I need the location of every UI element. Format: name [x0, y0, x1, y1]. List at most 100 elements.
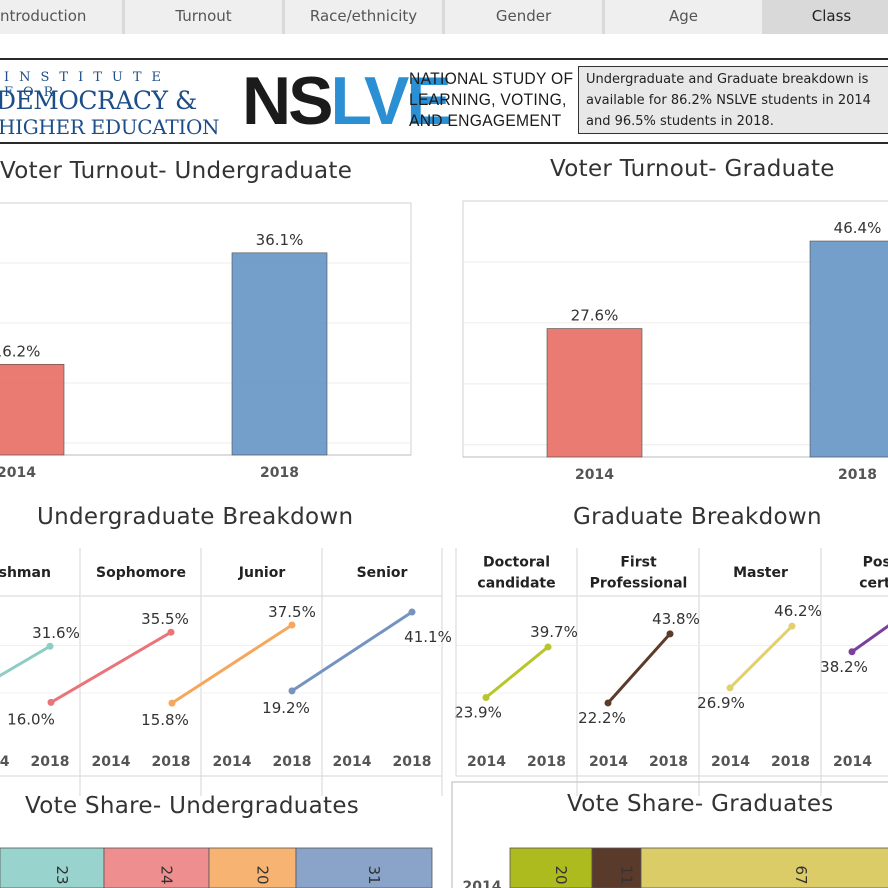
breakdown_grad-point-label: 26.9% [697, 694, 745, 712]
breakdown_grad-panel-header: Master [733, 565, 788, 581]
coverage-note-line: and 96.5% students in 2018. [586, 114, 774, 129]
turnout_grad-bar-value-label: 27.6% [571, 307, 619, 325]
breakdown_grad-x-tick-label: 2014 [711, 754, 750, 770]
share_ug-segment-label: 20 [254, 865, 272, 884]
breakdown_ug-point-label: 31.6% [32, 624, 80, 642]
turnout_grad-bar [809, 240, 888, 458]
idhe-logo-line3: HIGHER EDUCATION [0, 115, 220, 139]
breakdown_grad-series-line [606, 632, 672, 705]
breakdown_grad-point-label: 39.7% [530, 623, 578, 641]
tab-turnout[interactable]: Turnout [125, 0, 282, 34]
coverage-note-line: available for 86.2% NSLVE students in 20… [586, 93, 871, 108]
breakdown_grad-point [726, 684, 734, 692]
nslve-subtitle-line: AND ENGAGEMENT [409, 111, 562, 130]
breakdown_grad-panel-header: certifi [859, 576, 888, 592]
breakdown_ug-x-tick-label: 2018 [393, 754, 432, 770]
breakdown_ug-x-tick-label: 2018 [273, 754, 312, 770]
share_ug-segment-label: 23 [53, 865, 71, 884]
breakdown_ug-x-tick-label: 2014 [0, 754, 10, 770]
tab-gender[interactable]: Gender [445, 0, 602, 34]
breakdown_grad-x-tick-label: 2014 [467, 754, 506, 770]
breakdown_grad-panel-header: candidate [477, 576, 555, 592]
share-grad-frame [451, 781, 888, 888]
nslve-subtitle: NATIONAL STUDY OF LEARNING, VOTING, AND … [409, 68, 573, 131]
share_ug-segment [0, 847, 105, 888]
breakdown_ug-point [288, 621, 296, 629]
share_ug-segment [295, 847, 433, 888]
turnout_ug-bar-value-label: 16.2% [0, 342, 40, 360]
breakdown_grad-point-label: 46.2% [774, 602, 822, 620]
tab-class[interactable]: Class [765, 0, 888, 34]
tab-race-ethnicity[interactable]: Race/ethnicity [285, 0, 442, 34]
share_ug-segment [103, 847, 210, 888]
share_grad-segment [640, 847, 888, 888]
breakdown_ug-series-line [290, 610, 414, 693]
turnout_grad-bar [546, 328, 643, 458]
breakdown_grad-x-tick-label: 2014 [589, 754, 628, 770]
breakdown_grad-point [788, 622, 796, 630]
nslve-logo-ns: NS [242, 63, 333, 139]
breakdown_ug-x-tick-label: 2014 [92, 754, 131, 770]
turnout_ug-bar-value-label: 36.1% [256, 231, 304, 249]
breakdown_ug-point-label: 37.5% [268, 603, 316, 621]
tab-introduction[interactable]: Introduction [0, 0, 122, 34]
share_ug-segment-label: 24 [158, 865, 176, 884]
nslve-logo-lve: LVE [330, 63, 451, 139]
turnout_ug-x-tick-label: 2018 [260, 465, 299, 481]
breakdown_ug-series-line [0, 644, 52, 678]
breakdown_ug-point-label: 35.5% [141, 610, 189, 628]
breakdown_grad-panel-header: First [620, 555, 657, 571]
share_grad-segment-label: 20 [552, 865, 570, 884]
breakdown_ug-x-tick-label: 2014 [213, 754, 252, 770]
tab-age[interactable]: Age [605, 0, 762, 34]
turnout-undergraduate-title: Voter Turnout- Undergraduate [0, 158, 353, 184]
breakdown_ug-point-label: 41.1% [404, 628, 452, 646]
turnout-graduate-title: Voter Turnout- Graduate [550, 156, 835, 182]
dashboard-tabs: Introduction Turnout Race/ethnicity Gend… [0, 0, 888, 34]
share_grad-segment [591, 847, 642, 888]
breakdown_ug-point [47, 698, 55, 706]
breakdown_ug-point [167, 628, 175, 636]
breakdown_ug-point-label: 16.0% [7, 710, 55, 728]
breakdown_grad-point-label: 38.2% [820, 658, 868, 676]
share_grad-segment-label: 67 [792, 865, 810, 884]
breakdown_grad-series-line [728, 624, 794, 690]
breakdown_ug-x-tick-label: 2014 [333, 754, 372, 770]
breakdown_ug-point [288, 687, 296, 695]
breakdown_ug-panel-header: Sophomore [96, 565, 186, 581]
share_grad-segment [509, 847, 593, 888]
nslve-logo: NSLVE [242, 63, 452, 139]
turnout_ug-bar [0, 363, 65, 456]
breakdown_grad-x-tick-label: 2018 [527, 754, 566, 770]
breakdown_ug-point [168, 699, 176, 707]
breakdown_ug-x-tick-label: 2018 [152, 754, 191, 770]
graduate-breakdown-title: Graduate Breakdown [573, 504, 822, 530]
breakdown_grad-point-label: 43.8% [652, 610, 700, 628]
breakdown_ug-series-line [170, 623, 294, 705]
turnout_ug-x-tick-label: 2014 [0, 465, 36, 481]
nslve-subtitle-line: LEARNING, VOTING, [409, 90, 567, 109]
turnout_ug-bar [231, 252, 328, 456]
breakdown_grad-series-line [484, 645, 550, 700]
turnout_grad-bar-value-label: 46.4% [834, 219, 882, 237]
turnout_grad-x-tick-label: 2018 [838, 467, 877, 483]
share_ug-segment [208, 847, 297, 888]
breakdown_ug-point [408, 608, 416, 616]
breakdown_ug-point [46, 642, 54, 650]
coverage-note: Undergraduate and Graduate breakdown is … [578, 66, 888, 134]
idhe-logo-line2: DEMOCRACY & [0, 86, 197, 115]
idhe-logo: INSTITUTE FOR DEMOCRACY & HIGHER EDUCATI… [0, 67, 225, 139]
breakdown_grad-x-tick-label: 2018 [771, 754, 810, 770]
breakdown_ug-point-label: 19.2% [262, 699, 310, 717]
idhe-logo-line1: INSTITUTE FOR [4, 70, 172, 100]
breakdown_grad-panel-header: Professional [590, 576, 688, 592]
breakdown_ug-panel-header: Junior [238, 565, 286, 581]
breakdown_grad-point [544, 643, 552, 651]
breakdown_ug-panel-header: eshman [0, 565, 51, 581]
breakdown_grad-point-label: 22.2% [578, 709, 626, 727]
breakdown_ug-x-tick-label: 2018 [31, 754, 70, 770]
share_grad-segment-label: 11 [618, 865, 636, 884]
nslve-subtitle-line: NATIONAL STUDY OF [409, 69, 574, 88]
breakdown_grad-series-line [850, 624, 888, 654]
breakdown_grad-point [604, 699, 612, 707]
